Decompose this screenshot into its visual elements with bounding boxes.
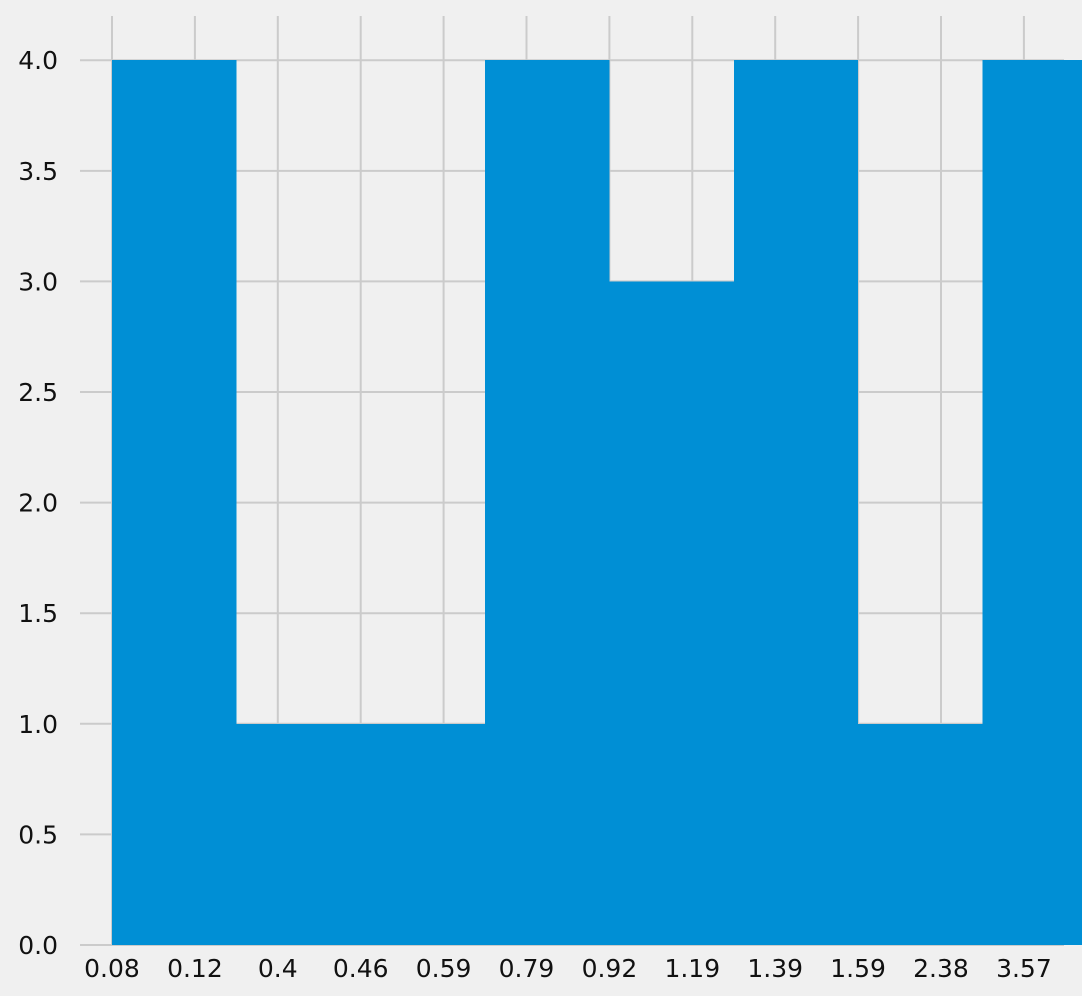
y-tick-label: 3.0 [18,267,58,296]
y-tick-label: 2.5 [18,378,58,407]
y-tick-label: 4.0 [18,46,58,75]
x-tick-label: 0.08 [84,954,140,983]
x-tick-label: 0.59 [416,954,472,983]
x-tick-label: 0.12 [167,954,223,983]
y-tick-label: 0.5 [18,820,58,849]
histogram-bar-3 [360,723,486,945]
histogram-bar-2 [236,723,361,945]
x-tick-label: 1.59 [830,954,886,983]
x-tick-label: 2.38 [913,954,969,983]
histogram-bar-7 [858,723,983,945]
x-axis-ticks: 0.08 0.12 0.4 0.46 0.59 0.79 0.92 1.19 1.39 1.59 2… [84,954,1052,983]
y-tick-label: 2.0 [18,489,58,518]
y-tick-label: 1.0 [18,710,58,739]
y-tick-label: 1.5 [18,599,58,628]
x-tick-label: 0.79 [499,954,555,983]
histogram-bar-5 [609,281,734,945]
x-tick-label: 1.19 [664,954,720,983]
y-tick-label: 3.5 [18,157,58,186]
histogram-bar-1 [112,60,237,945]
histogram-bar-6 [733,60,859,945]
bars [112,60,1082,945]
histogram-bar-4 [485,60,610,945]
y-tick-label: 0.0 [18,931,58,960]
histogram-bar-8 [982,60,1082,945]
x-tick-label: 0.92 [582,954,638,983]
x-tick-label: 3.57 [996,954,1052,983]
y-axis-ticks: 0.0 0.5 1.0 1.5 2.0 2.5 3.0 3.5 4.0 [18,46,58,960]
x-tick-label: 0.4 [258,954,298,983]
x-tick-label: 0.46 [333,954,389,983]
x-tick-label: 1.39 [747,954,803,983]
